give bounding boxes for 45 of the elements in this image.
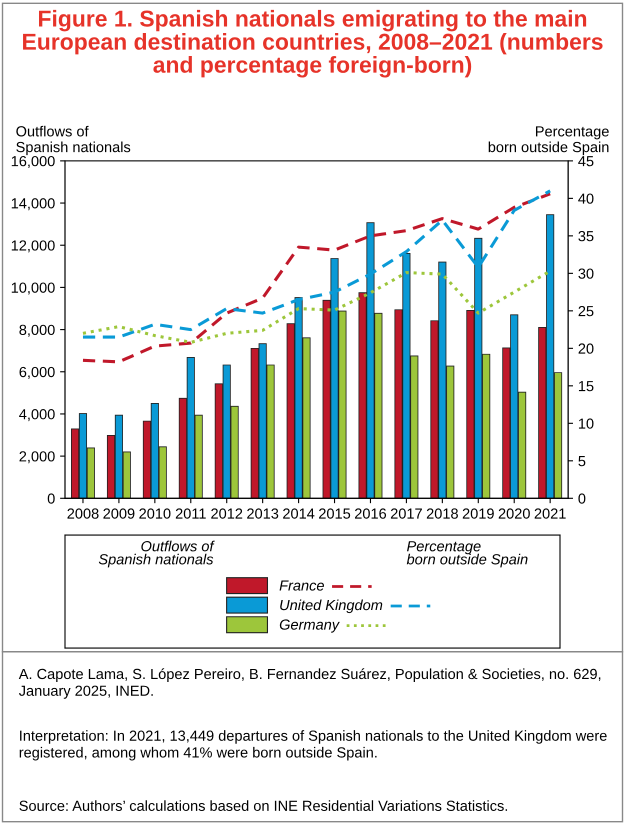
x-tick-label: 2010 — [139, 508, 170, 519]
legend-label: United Kingdom — [280, 599, 382, 614]
y2-tick-label: 10 — [578, 418, 594, 429]
y2-tick-label: 5 — [578, 456, 586, 466]
y-tick-label: 2,000 — [20, 451, 55, 464]
text: Outflows of Spanish nationals — [98, 540, 215, 568]
y2-tick-label: 0 — [578, 493, 586, 504]
y2-tick-label: 25 — [578, 306, 594, 316]
y2-tick-label: 15 — [578, 381, 594, 392]
text: A. Capote Lama, S. López Pereiro, B. Fernandez Suárez, Population & Societies, no. 629, January 2025, INED. — [18, 668, 600, 699]
y2-tick-label: 30 — [578, 268, 594, 279]
y-tick-label: 6,000 — [20, 366, 55, 379]
y-tick-label: 10,000 — [12, 282, 55, 295]
y-tick-label: 0 — [48, 493, 55, 504]
x-tick-label: 2019 — [462, 508, 494, 519]
y2-tick-label: 35 — [578, 230, 594, 242]
y-tick-label: 8,000 — [19, 324, 55, 337]
y2-axis-title: Percentage born outside Spain — [488, 126, 609, 156]
legend-label: Germany — [280, 619, 340, 633]
y-tick-label: 14,000 — [12, 198, 55, 210]
legend-label: France — [280, 580, 324, 591]
x-tick-label: 2008 — [67, 508, 99, 519]
y-axis-title: Outflows of Spanish nationals — [16, 126, 130, 156]
y-tick-label: 4,000 — [19, 409, 55, 422]
text: Percentage born outside Spain — [406, 541, 528, 568]
x-tick-label: 2018 — [426, 508, 458, 519]
text: Interpretation: In 2021, 13,449 departures of Spanish nationals to the United Kingdom were registered, among whom 41% were born outside Spain. — [20, 730, 607, 760]
y2-tick-label: 20 — [578, 343, 594, 354]
x-tick-label: 2013 — [247, 508, 278, 519]
source-note: Source: Authors’ calculations based on INE Residential Variations Statistics. — [19, 800, 508, 811]
y2-tick-label: 45 — [578, 156, 594, 166]
line-series — [81, 192, 552, 364]
chart-title: Figure 1. Spanish nationals emigrating to the main European destination countries, 2008–2021 (numbers and percentage foreign-born) — [23, 10, 603, 78]
y-tick-label: 12,000 — [12, 240, 55, 252]
x-tick-label: 2014 — [283, 508, 314, 519]
x-tick-label: 2017 — [390, 508, 422, 519]
x-tick-label: 2009 — [103, 508, 134, 519]
x-tick-label: 2021 — [534, 508, 566, 519]
x-tick-label: 2011 — [176, 508, 206, 519]
x-tick-label: 2012 — [211, 508, 242, 519]
y-tick-label: 16,000 — [12, 156, 55, 168]
y2-tick-label: 40 — [578, 193, 594, 204]
x-tick-label: 2015 — [319, 508, 350, 519]
x-tick-label: 2020 — [498, 508, 530, 519]
x-tick-label: 2016 — [354, 508, 386, 519]
